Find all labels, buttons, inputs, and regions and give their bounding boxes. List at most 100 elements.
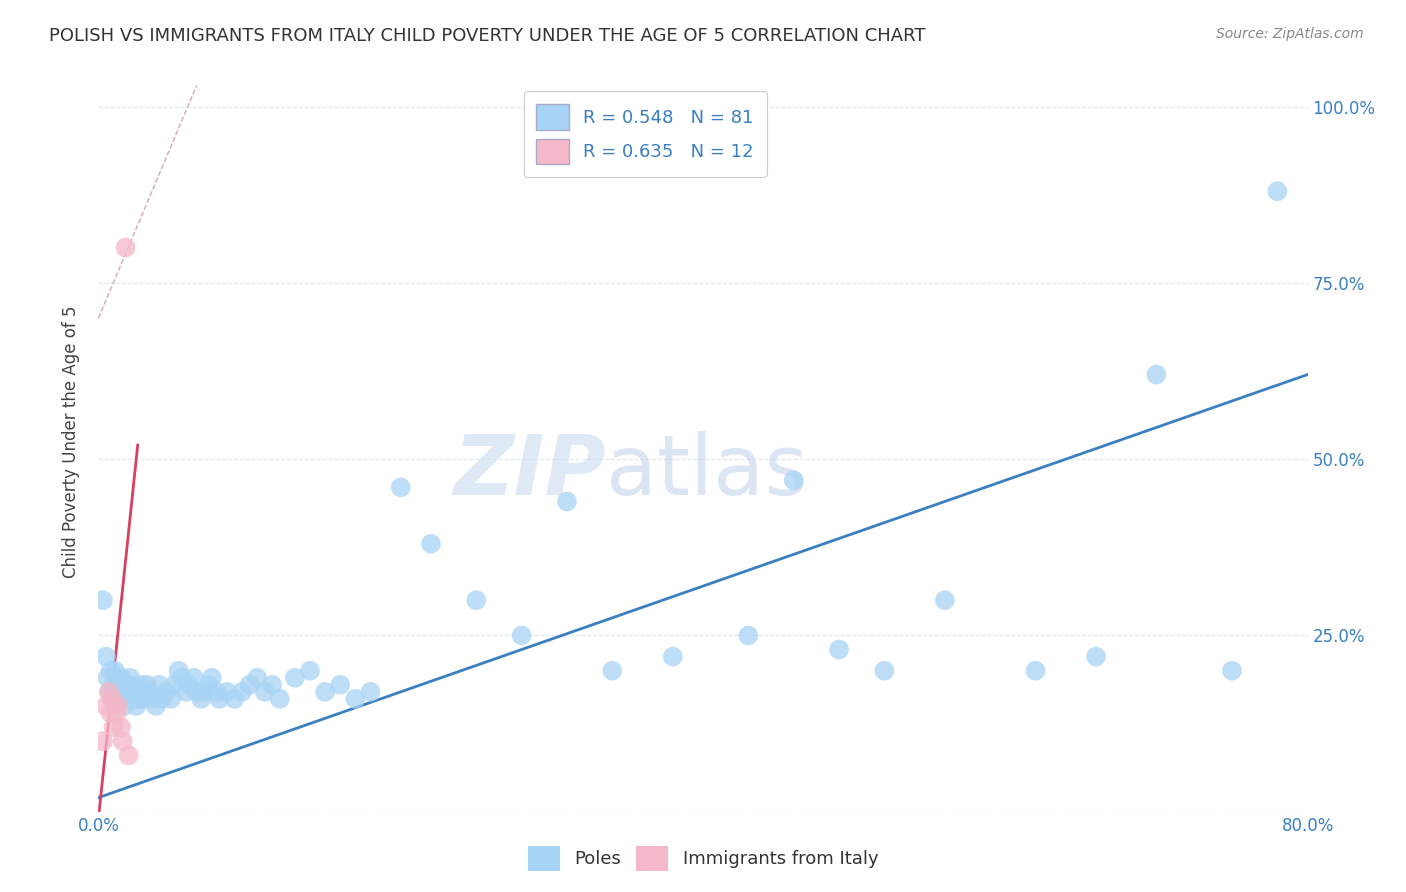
Point: [661, 649, 683, 664]
Point: [873, 664, 896, 678]
Point: [201, 671, 224, 685]
Point: [105, 706, 128, 720]
Point: [110, 671, 132, 685]
Point: [155, 685, 177, 699]
Point: [91, 593, 114, 607]
Point: [150, 692, 173, 706]
Point: [139, 685, 162, 699]
Point: [253, 685, 276, 699]
Point: [110, 685, 132, 699]
Point: [115, 692, 138, 706]
Point: [1220, 664, 1243, 678]
Point: [190, 692, 212, 706]
Point: [262, 678, 284, 692]
Point: [120, 671, 142, 685]
Point: [127, 685, 149, 699]
Legend: R = 0.548   N = 81, R = 0.635   N = 12: R = 0.548 N = 81, R = 0.635 N = 12: [524, 92, 766, 177]
Text: ZIP: ZIP: [454, 431, 606, 512]
Point: [118, 678, 141, 692]
Point: [103, 720, 125, 734]
Point: [114, 685, 136, 699]
Point: [122, 685, 145, 699]
Legend: Poles, Immigrants from Italy: Poles, Immigrants from Italy: [520, 838, 886, 879]
Point: [100, 664, 122, 678]
Y-axis label: Child Poverty Under the Age of 5: Child Poverty Under the Age of 5: [62, 305, 80, 578]
Point: [108, 692, 131, 706]
Point: [163, 678, 186, 692]
Point: [103, 678, 125, 692]
Point: [114, 241, 136, 255]
Text: Source: ZipAtlas.com: Source: ZipAtlas.com: [1216, 27, 1364, 41]
Point: [135, 678, 157, 692]
Point: [284, 671, 307, 685]
Point: [1085, 649, 1108, 664]
Point: [131, 685, 153, 699]
Text: atlas: atlas: [606, 431, 808, 512]
Point: [121, 685, 143, 699]
Point: [186, 685, 208, 699]
Point: [94, 649, 117, 664]
Point: [208, 692, 231, 706]
Point: [91, 734, 114, 748]
Point: [197, 678, 219, 692]
Point: [389, 480, 412, 494]
Point: [118, 748, 141, 763]
Point: [111, 692, 134, 706]
Point: [148, 678, 170, 692]
Point: [100, 706, 122, 720]
Point: [179, 678, 201, 692]
Point: [107, 698, 129, 713]
Point: [783, 473, 806, 487]
Point: [105, 685, 128, 699]
Point: [420, 537, 443, 551]
Point: [246, 671, 269, 685]
Point: [183, 671, 205, 685]
Point: [96, 671, 118, 685]
Point: [128, 692, 150, 706]
Point: [1267, 184, 1289, 198]
Point: [105, 671, 128, 685]
Point: [344, 692, 367, 706]
Point: [1024, 664, 1046, 678]
Point: [101, 692, 124, 706]
Text: POLISH VS IMMIGRANTS FROM ITALY CHILD POVERTY UNDER THE AGE OF 5 CORRELATION CHA: POLISH VS IMMIGRANTS FROM ITALY CHILD PO…: [49, 27, 925, 45]
Point: [145, 698, 167, 713]
Point: [174, 685, 197, 699]
Point: [205, 685, 228, 699]
Point: [215, 685, 238, 699]
Point: [101, 692, 124, 706]
Point: [160, 692, 183, 706]
Point: [224, 692, 246, 706]
Point: [602, 664, 624, 678]
Point: [555, 494, 578, 508]
Point: [170, 671, 193, 685]
Point: [329, 678, 352, 692]
Point: [231, 685, 253, 699]
Point: [299, 664, 322, 678]
Point: [110, 720, 132, 734]
Point: [132, 692, 155, 706]
Point: [124, 692, 146, 706]
Point: [94, 698, 117, 713]
Point: [107, 685, 129, 699]
Point: [129, 678, 152, 692]
Point: [167, 664, 190, 678]
Point: [111, 734, 134, 748]
Point: [142, 692, 165, 706]
Point: [828, 642, 851, 657]
Point: [239, 678, 262, 692]
Point: [125, 698, 148, 713]
Point: [510, 628, 533, 642]
Point: [934, 593, 956, 607]
Point: [360, 685, 382, 699]
Point: [314, 685, 336, 699]
Point: [104, 664, 127, 678]
Point: [112, 698, 135, 713]
Point: [193, 685, 215, 699]
Point: [737, 628, 759, 642]
Point: [98, 685, 121, 699]
Point: [98, 685, 121, 699]
Point: [1144, 368, 1167, 382]
Point: [269, 692, 291, 706]
Point: [465, 593, 488, 607]
